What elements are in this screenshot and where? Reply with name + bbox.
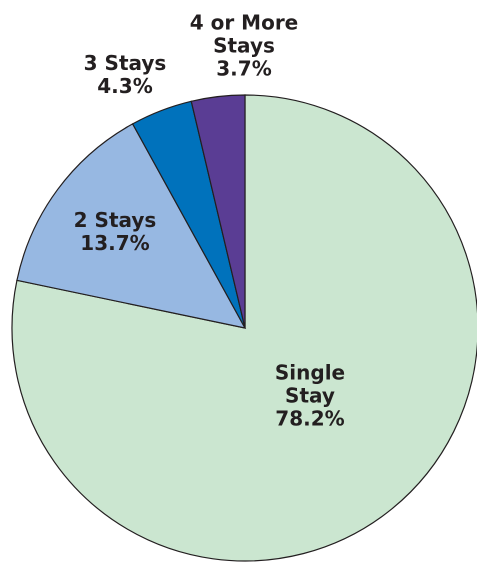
category-label: 4 or More Stays	[189, 10, 299, 58]
slice-label: 3 Stays 4.3%	[65, 52, 185, 98]
pie-slice	[16, 123, 247, 329]
category-label: 3 Stays	[83, 51, 167, 75]
value-label: 4.3%	[97, 74, 153, 98]
slice-label: 2 Stays 13.7%	[55, 209, 175, 255]
category-label: 2 Stays	[73, 208, 157, 232]
value-label: 13.7%	[80, 231, 150, 255]
value-label: 3.7%	[216, 56, 272, 81]
category-label: Single Stay	[274, 360, 346, 408]
slice-label: 4 or More Stays 3.7%	[184, 10, 304, 81]
value-label: 78.2%	[275, 406, 345, 431]
pie-slice	[190, 94, 246, 329]
slice-label: Single Stay 78.2%	[270, 360, 350, 431]
